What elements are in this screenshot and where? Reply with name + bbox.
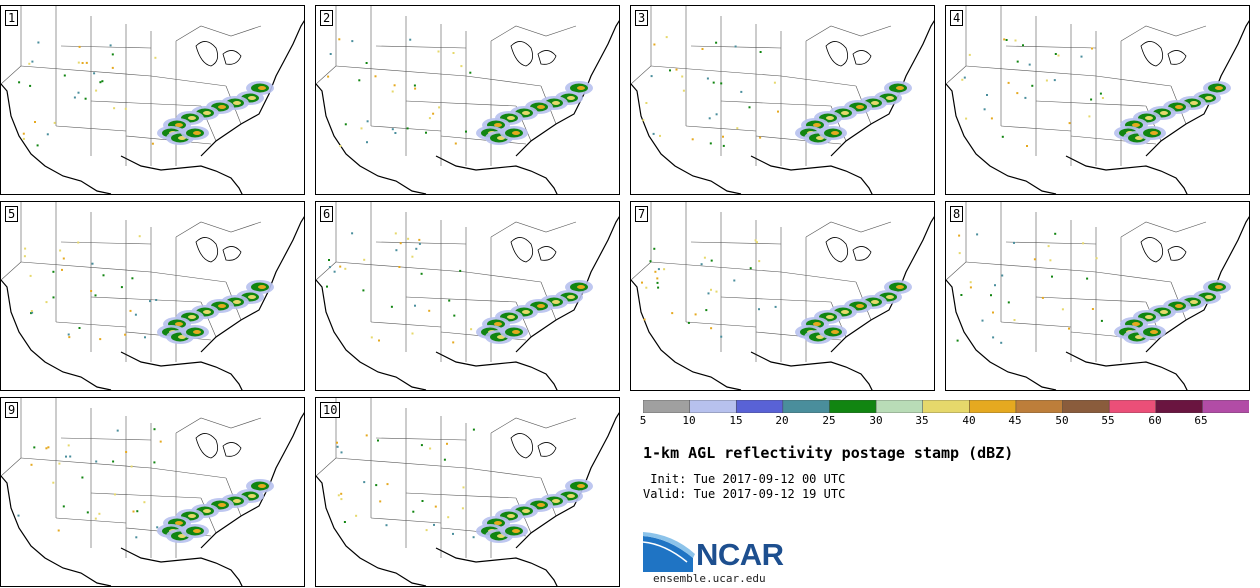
colorbar-tick: 50	[1055, 414, 1069, 427]
reflectivity-map	[631, 6, 934, 194]
reflectivity-map	[946, 6, 1249, 194]
valid-time: Valid: Tue 2017-09-12 19 UTC	[643, 487, 846, 501]
member-number: 4	[950, 10, 964, 26]
colorbar-swatch	[1155, 400, 1204, 413]
member-panel-5: 5	[0, 201, 305, 391]
colorbar-tick: 45	[1008, 414, 1022, 427]
colorbar-tick: 65	[1194, 414, 1208, 427]
colorbar-swatch	[643, 400, 691, 413]
member-panel-3: 3	[630, 5, 935, 195]
colorbar-swatch	[969, 400, 1017, 413]
colorbar-swatch	[1108, 400, 1157, 413]
logo-text: NCAR	[696, 537, 784, 572]
member-panel-7: 7	[630, 201, 935, 391]
colorbar-tick: 25	[822, 414, 836, 427]
reflectivity-map	[1, 6, 304, 194]
colorbar-tick: 20	[775, 414, 789, 427]
reflectivity-map	[631, 202, 934, 390]
colorbar-tick: 15	[729, 414, 743, 427]
colorbar-tick: 55	[1101, 414, 1115, 427]
member-panel-2: 2	[315, 5, 620, 195]
colorbar	[643, 400, 1249, 413]
colorbar-tick: 5	[639, 414, 647, 427]
reflectivity-map	[316, 6, 619, 194]
reflectivity-map	[1, 398, 304, 586]
member-number: 3	[635, 10, 649, 26]
member-panel-9: 9	[0, 397, 305, 587]
member-number: 1	[5, 10, 19, 26]
colorbar-swatch	[875, 400, 924, 413]
member-number: 7	[635, 206, 649, 222]
member-number: 5	[5, 206, 19, 222]
member-panel-8: 8	[945, 201, 1250, 391]
figure-title: 1-km AGL reflectivity postage stamp (dBZ…	[643, 444, 1014, 462]
member-panel-10: 10	[315, 397, 620, 587]
init-time: Init: Tue 2017-09-12 00 UTC	[643, 472, 846, 486]
member-number: 8	[950, 206, 964, 222]
colorbar-swatch	[1015, 400, 1064, 413]
member-panel-1: 1	[0, 5, 305, 195]
colorbar-tick: 40	[962, 414, 976, 427]
logo-url: ensemble.ucar.edu	[653, 572, 766, 585]
colorbar-swatch	[689, 400, 737, 413]
colorbar-swatch	[829, 400, 877, 413]
colorbar-tick: 60	[1148, 414, 1162, 427]
colorbar-swatch	[735, 400, 784, 413]
colorbar-swatch	[1202, 400, 1249, 413]
member-number: 2	[320, 10, 334, 26]
colorbar-tick: 35	[915, 414, 929, 427]
ncar-logo-icon	[643, 532, 695, 572]
colorbar-tick: 10	[682, 414, 696, 427]
reflectivity-map	[316, 202, 619, 390]
member-panel-6: 6	[315, 201, 620, 391]
member-number: 9	[5, 402, 19, 418]
reflectivity-map	[1, 202, 304, 390]
colorbar-tick: 30	[869, 414, 883, 427]
colorbar-swatch	[1062, 400, 1110, 413]
member-number: 6	[320, 206, 334, 222]
member-number: 10	[320, 402, 341, 418]
colorbar-swatch	[922, 400, 971, 413]
colorbar-swatch	[782, 400, 831, 413]
reflectivity-map	[946, 202, 1249, 390]
reflectivity-map	[316, 398, 619, 586]
member-panel-4: 4	[945, 5, 1250, 195]
